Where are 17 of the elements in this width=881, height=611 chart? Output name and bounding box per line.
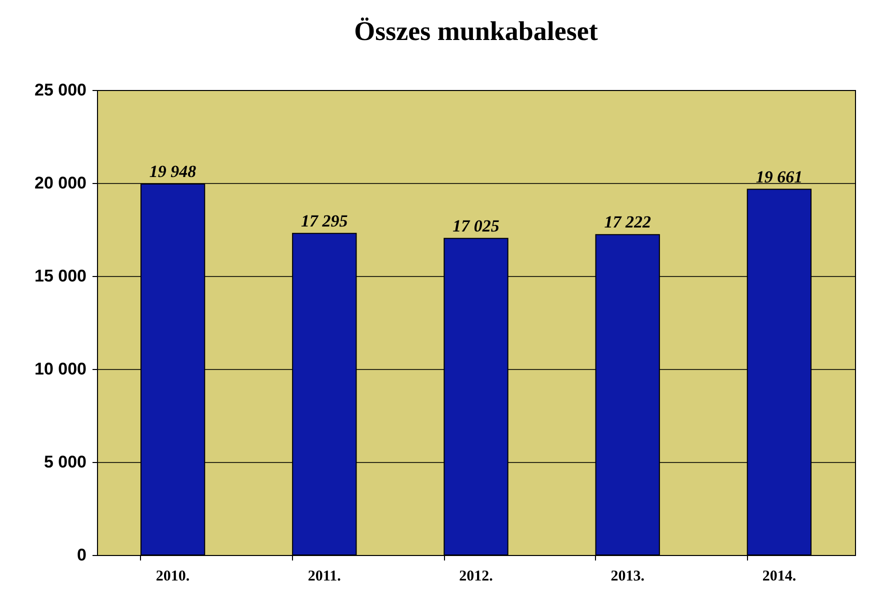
data-label: 19 948: [149, 162, 197, 181]
x-tick-label: 2013.: [610, 568, 645, 584]
y-tick-label: 20 000: [34, 174, 86, 192]
data-label: 17 025: [452, 216, 500, 236]
y-tick-label: 0: [77, 546, 86, 564]
x-tick-label: 2012.: [459, 568, 494, 584]
x-tick-label: 2010.: [156, 568, 190, 584]
y-tick-label: 15 000: [34, 266, 86, 286]
chart-title: Összes munkabaleset: [354, 16, 598, 46]
data-label: 17 295: [301, 211, 348, 230]
y-tick-label: 5 000: [44, 452, 86, 472]
data-label: 17 222: [604, 212, 652, 232]
y-tick-label: 25 000: [34, 80, 86, 100]
y-tick-label: 10 000: [34, 360, 86, 378]
x-tick-label: 2014.: [762, 568, 796, 584]
data-label: 19 661: [756, 167, 803, 186]
x-tick-label: 2011.: [308, 568, 342, 584]
